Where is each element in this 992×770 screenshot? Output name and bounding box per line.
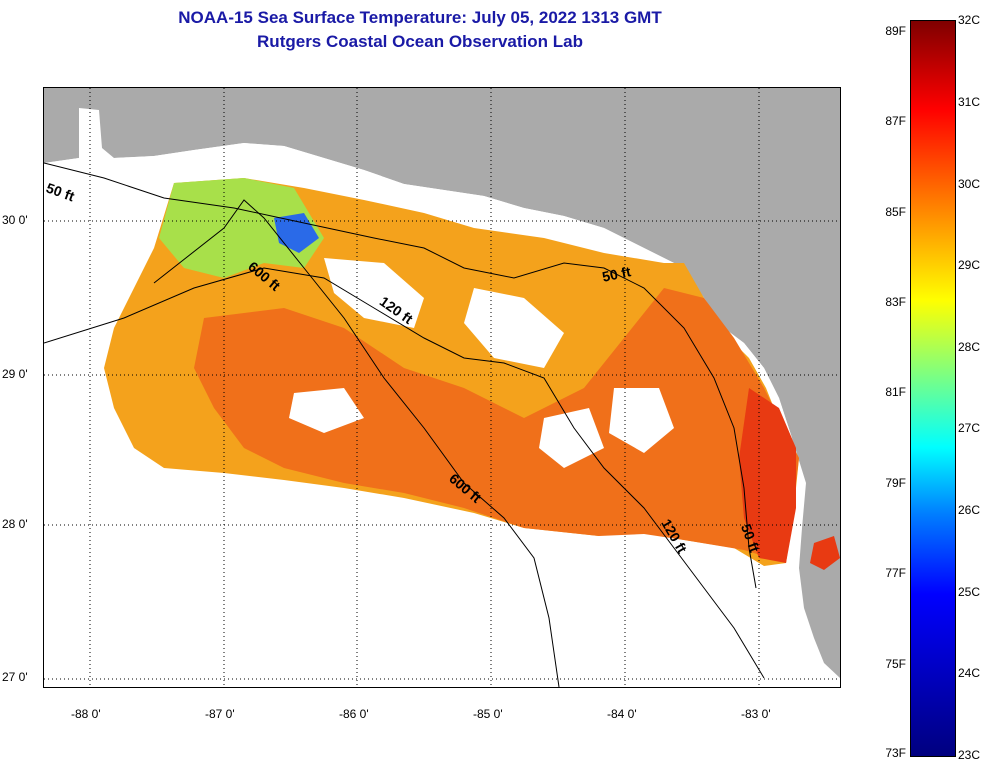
longitude-label: -85 0' (473, 707, 503, 721)
colorbar-fahrenheit-label: 89F (885, 24, 906, 38)
map-subtitle: Rutgers Coastal Ocean Observation Lab (257, 32, 583, 51)
longitude-label: -83 0' (741, 707, 771, 721)
sst-swath-hot (739, 388, 796, 563)
latitude-label: 30 0' (2, 213, 28, 227)
colorbar-celsius-label: 32C (958, 13, 981, 27)
latitude-label: 27 0' (2, 670, 28, 684)
colorbar-celsius-label: 31C (958, 95, 981, 109)
cloud-gap-1 (324, 258, 424, 328)
sst-swath-orange (194, 288, 799, 563)
longitude-label: -84 0' (607, 707, 637, 721)
colorbar-fahrenheit-label: 83F (885, 295, 906, 309)
sst-tampa-bay (810, 536, 840, 570)
cloud-gap-5 (539, 408, 604, 468)
contour-50ft (44, 162, 757, 589)
sst-map (43, 87, 841, 688)
colorbar-celsius-label: 28C (958, 340, 981, 354)
coastline-buffer (44, 143, 792, 443)
land-northern-coast (44, 88, 840, 678)
colorbar-celsius-label: 24C (958, 666, 981, 680)
colorbar-fahrenheit-label: 85F (885, 205, 906, 219)
map-title: NOAA-15 Sea Surface Temperature: July 05… (178, 8, 662, 27)
longitude-label: -86 0' (339, 707, 369, 721)
temperature-colorbar (910, 20, 956, 757)
colorbar-celsius-label: 23C (958, 748, 981, 762)
contour-600ft (153, 199, 560, 687)
land-mobile-bay (79, 108, 114, 158)
colorbar-fahrenheit-label: 87F (885, 114, 906, 128)
colorbar-fahrenheit-label: 73F (885, 746, 906, 760)
cloud-gap-4 (289, 388, 364, 433)
colorbar-celsius-label: 29C (958, 258, 981, 272)
colorbar-fahrenheit-label: 75F (885, 657, 906, 671)
colorbar-fahrenheit-label: 79F (885, 476, 906, 490)
colorbar-celsius-label: 30C (958, 177, 981, 191)
colorbar-fahrenheit-label: 81F (885, 385, 906, 399)
latitude-label: 29 0' (2, 367, 28, 381)
sst-map-canvas (44, 88, 840, 687)
contour-120ft (44, 267, 765, 679)
colorbar-fahrenheit-label: 77F (885, 566, 906, 580)
graticule (44, 88, 840, 687)
latitude-label: 28 0' (2, 517, 28, 531)
cloud-gap-2 (464, 288, 564, 368)
colorbar-celsius-label: 26C (958, 503, 981, 517)
longitude-label: -87 0' (205, 707, 235, 721)
colorbar-celsius-label: 25C (958, 585, 981, 599)
longitude-label: -88 0' (71, 707, 101, 721)
sst-patch-cold (274, 213, 319, 253)
colorbar-celsius-label: 27C (958, 421, 981, 435)
